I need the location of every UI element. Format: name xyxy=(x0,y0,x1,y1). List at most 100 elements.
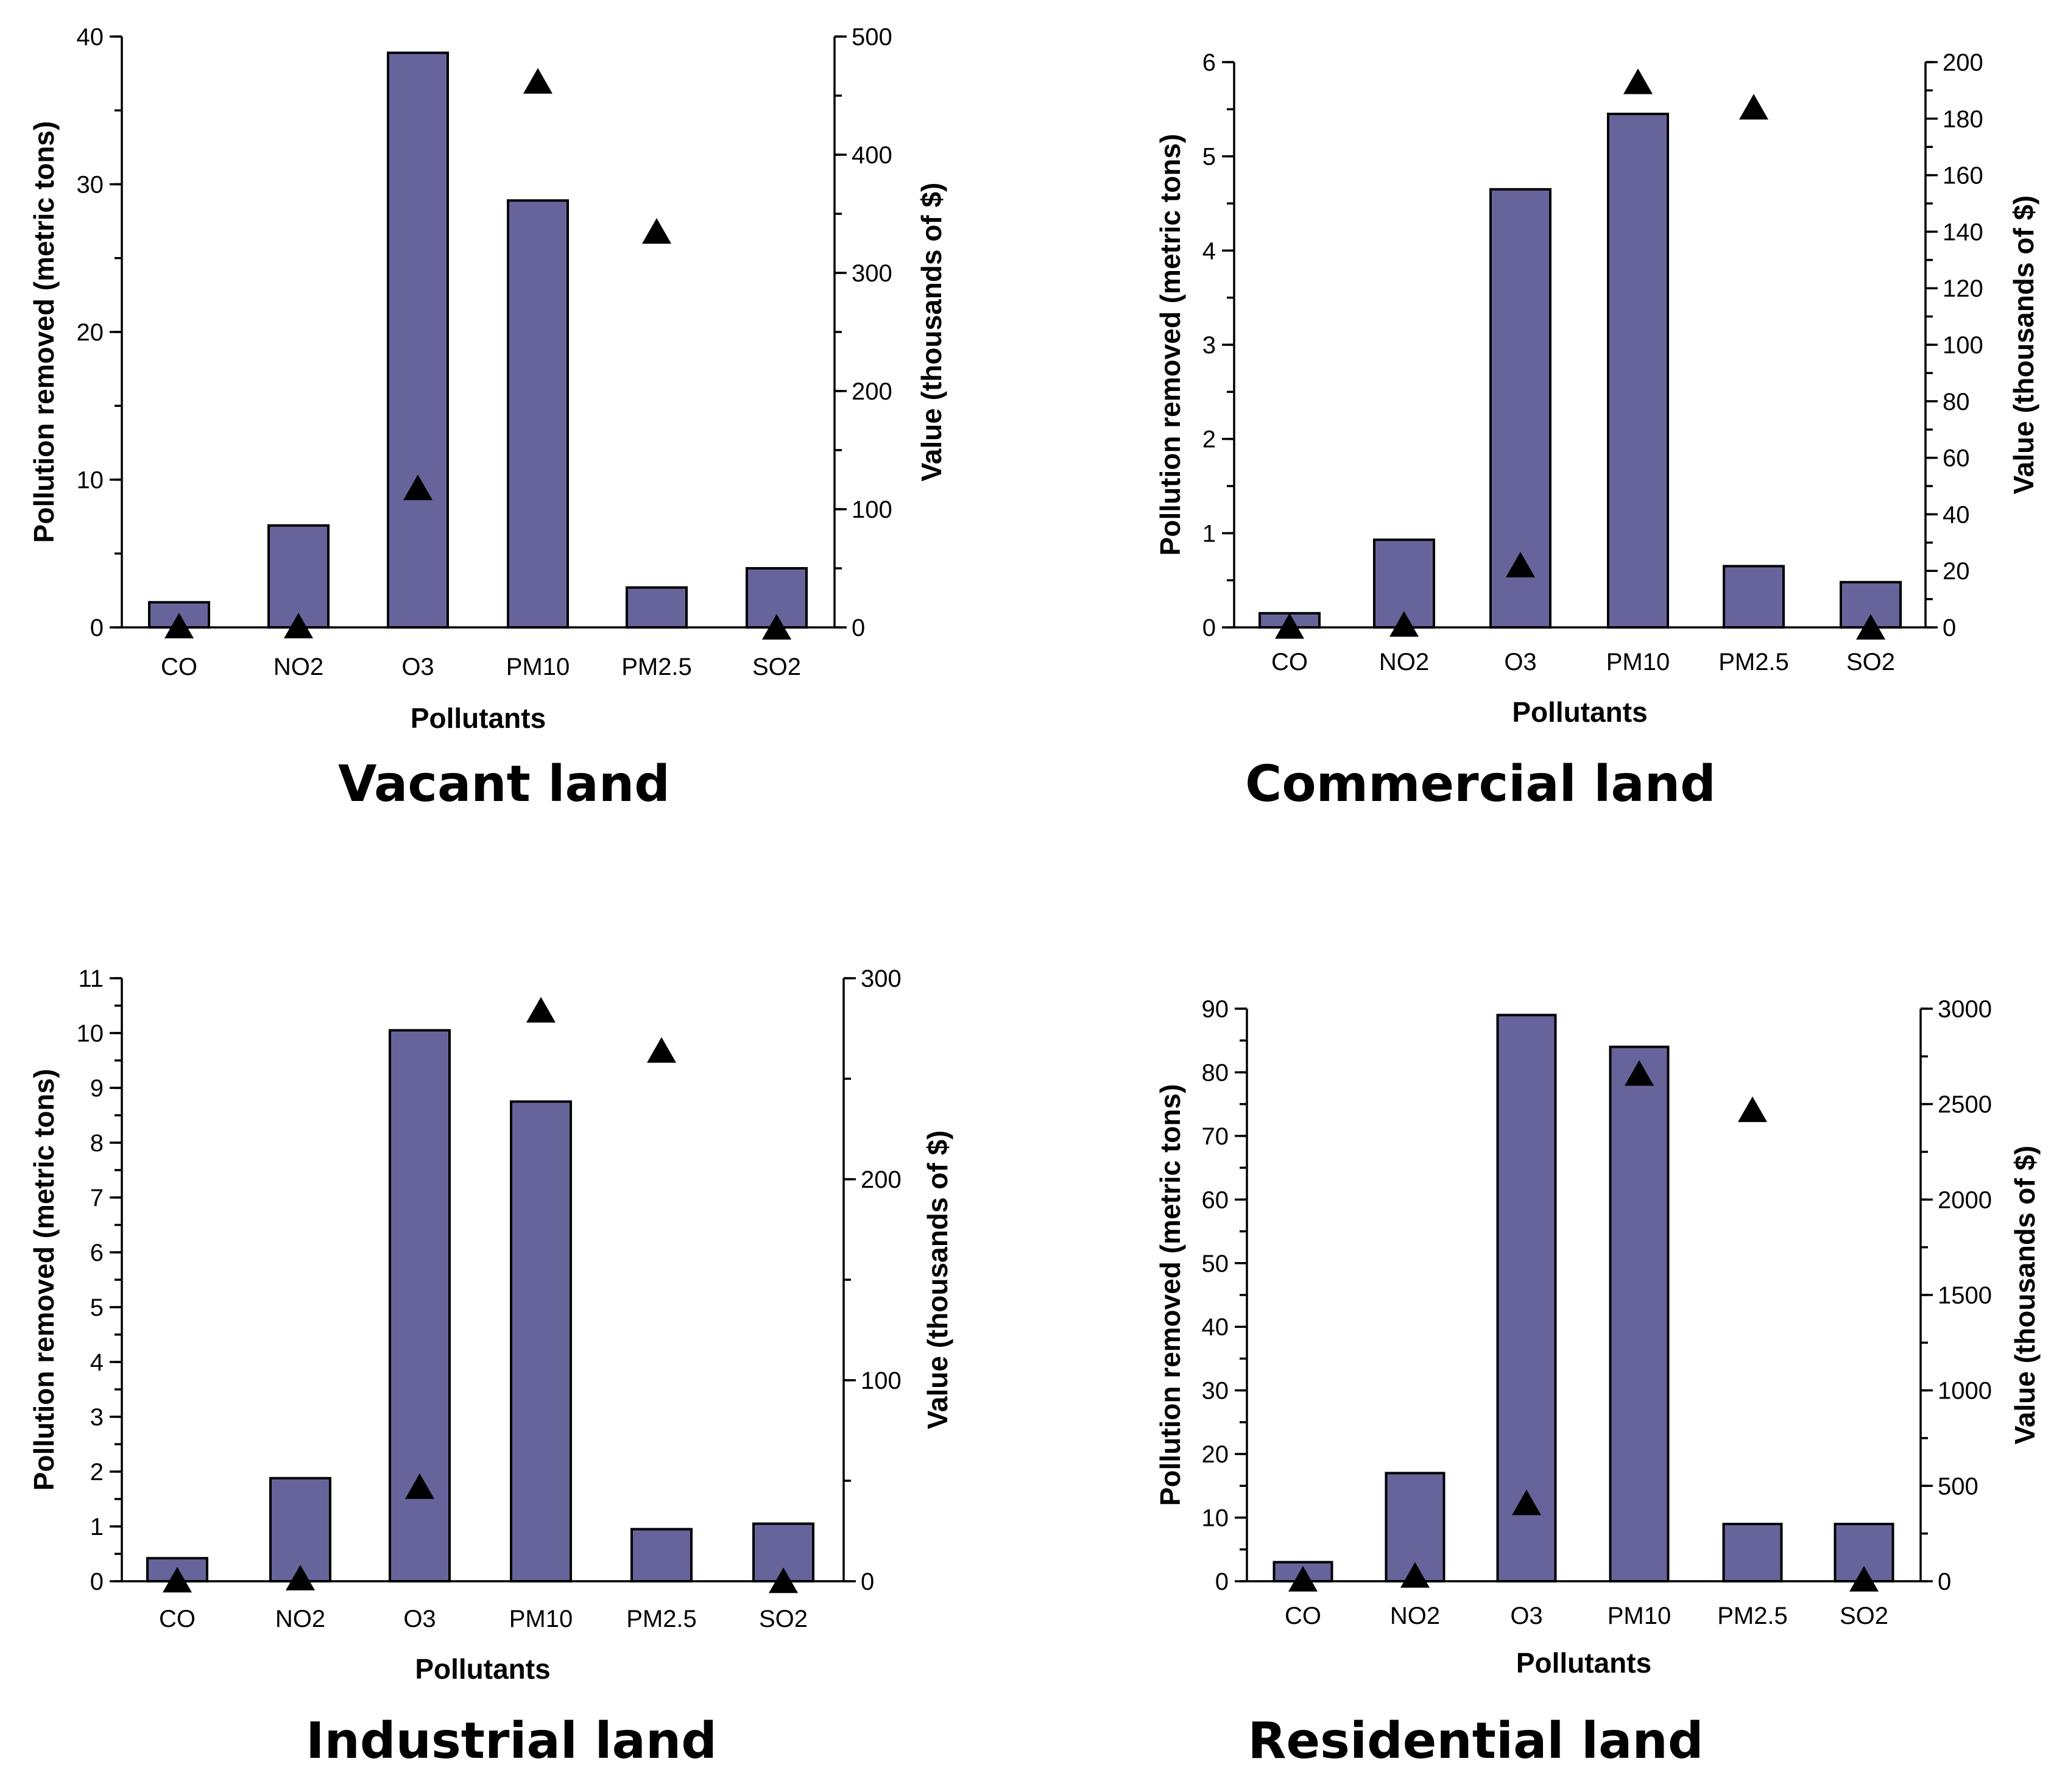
y-tick-label: 70 xyxy=(1202,1123,1229,1150)
y2-tick-label: 180 xyxy=(1943,106,1983,133)
value-marker-o3 xyxy=(405,1473,434,1499)
x-tick-label: PM10 xyxy=(1606,649,1670,676)
chart-panel-commercial-land: 0 1 2 3 4 5 6 0 20 40 60 80 100 120 140 160 180 200 CO NO2 O… xyxy=(1032,0,2065,896)
y2-tick-label: 300 xyxy=(861,965,902,992)
y2-axis-title: Value (thousands of $) xyxy=(922,1131,953,1430)
x-tick-label: CO xyxy=(161,654,197,680)
y2-tick-label: 160 xyxy=(1943,163,1983,189)
y-tick-label: 2 xyxy=(90,1459,104,1486)
y-tick-label: 20 xyxy=(77,319,104,346)
y2-tick-label: 2000 xyxy=(1938,1187,1992,1213)
x-tick-label: CO xyxy=(1285,1603,1321,1629)
y2-tick-label: 20 xyxy=(1943,558,1970,585)
y-axis-title: Pollution removed (metric tons) xyxy=(1154,1084,1186,1506)
x-tick-label: O3 xyxy=(1504,649,1536,676)
value-marker-o3 xyxy=(1506,551,1535,577)
y2-tick-label: 2500 xyxy=(1938,1092,1992,1118)
x-axis-title: Pollutants xyxy=(1512,696,1647,728)
value-marker-no2 xyxy=(284,613,313,639)
y2-tick-label: 500 xyxy=(852,24,892,51)
chart-industrial-land: 0 1 2 3 4 5 6 7 8 9 10 11 0 100 200 300 CO NO2 O3 PM10 PM2.5… xyxy=(28,965,953,1685)
y2-tick-label: 500 xyxy=(1938,1473,1979,1500)
y-tick-label: 0 xyxy=(1202,615,1216,641)
x-tick-label: NO2 xyxy=(1379,649,1429,676)
y-tick-label: 30 xyxy=(1202,1378,1229,1405)
y2-tick-label: 120 xyxy=(1943,275,1983,302)
y2-tick-label: 80 xyxy=(1943,389,1970,415)
x-tick-label: PM2.5 xyxy=(626,1606,697,1632)
value-marker-so2 xyxy=(762,614,791,640)
y-tick-label: 0 xyxy=(90,1568,104,1595)
x-tick-label: PM2.5 xyxy=(621,654,692,680)
value-marker-co xyxy=(1288,1565,1318,1592)
x-tick-label: SO2 xyxy=(752,654,801,680)
x-tick-label: PM10 xyxy=(506,654,570,680)
y-tick-label: 6 xyxy=(90,1240,104,1266)
chart-panel-residential-land: 0 10 20 30 40 50 60 70 80 90 0 500 1000 1500 2000 2500 3… xyxy=(1032,896,2065,1792)
x-tick-label: PM10 xyxy=(1608,1603,1671,1629)
bar-pm25 xyxy=(1723,565,1785,629)
chart-title: Vacant land xyxy=(338,755,670,813)
value-marker-pm25 xyxy=(642,218,671,244)
y2-axis-title: Value (thousands of $) xyxy=(2008,196,2039,495)
y-tick-label: 60 xyxy=(1202,1187,1229,1213)
y-tick-label: 9 xyxy=(90,1075,104,1102)
x-tick-label: O3 xyxy=(403,1606,436,1632)
chart-panel-vacant-land: 0 10 20 30 40 0 100 200 300 400 500 CO NO2 O3 PM10 PM2.… xyxy=(0,0,1032,896)
x-tick-label: PM10 xyxy=(509,1606,573,1632)
chart-panel-industrial-land: 0 1 2 3 4 5 6 7 8 9 10 11 0 100 200 300 CO NO2 O3 PM10 PM2.5… xyxy=(0,896,1032,1792)
value-marker-o3 xyxy=(1512,1489,1541,1515)
y-tick-label: 50 xyxy=(1202,1251,1229,1277)
x-axis-title: Pollutants xyxy=(411,702,546,734)
y-tick-label: 6 xyxy=(1202,49,1216,76)
bar-pm10 xyxy=(507,199,569,629)
bar-pm25 xyxy=(630,1528,693,1582)
value-marker-pm10 xyxy=(523,68,552,94)
x-axis-title: Pollutants xyxy=(1516,1647,1651,1679)
bar-o3 xyxy=(1496,1014,1557,1582)
y2-tick-label: 100 xyxy=(852,496,892,523)
y-tick-label: 10 xyxy=(77,467,104,494)
bar-pm10 xyxy=(1607,113,1669,629)
x-tick-label: SO2 xyxy=(759,1606,808,1632)
x-tick-label: NO2 xyxy=(1390,1603,1440,1629)
y2-tick-label: 200 xyxy=(861,1166,902,1193)
y-axis-title: Pollution removed (metric tons) xyxy=(28,1069,60,1491)
y2-tick-label: 0 xyxy=(1943,615,1956,641)
y-tick-label: 40 xyxy=(1202,1314,1229,1341)
y-tick-label: 3 xyxy=(1202,332,1216,359)
y-tick-label: 10 xyxy=(77,1020,104,1047)
y-tick-label: 40 xyxy=(77,24,104,51)
y-tick-label: 4 xyxy=(90,1349,104,1376)
x-tick-label: PM2.5 xyxy=(1718,649,1789,676)
x-tick-label: SO2 xyxy=(1846,649,1895,676)
y2-tick-label: 0 xyxy=(1938,1568,1951,1595)
y-tick-label: 80 xyxy=(1202,1059,1229,1086)
chart-title: Industrial land xyxy=(305,1712,718,1770)
value-marker-so2 xyxy=(1849,1565,1879,1592)
y-tick-label: 3 xyxy=(90,1404,104,1431)
y2-axis-title: Value (thousands of $) xyxy=(2009,1146,2041,1445)
value-marker-no2 xyxy=(286,1565,315,1591)
y2-tick-label: 1500 xyxy=(1938,1282,1992,1309)
value-marker-pm25 xyxy=(647,1037,676,1063)
y-tick-label: 20 xyxy=(1202,1441,1229,1468)
y2-tick-label: 140 xyxy=(1943,219,1983,245)
value-marker-so2 xyxy=(1856,614,1885,640)
value-marker-so2 xyxy=(769,1567,798,1593)
y-tick-label: 0 xyxy=(1215,1568,1229,1595)
y-axis-title: Pollution removed (metric tons) xyxy=(1154,134,1186,556)
value-marker-no2 xyxy=(1389,611,1419,637)
bar-pm10 xyxy=(1609,1045,1670,1582)
value-marker-pm10 xyxy=(1625,1060,1654,1086)
y-tick-label: 30 xyxy=(77,172,104,199)
bar-pm10 xyxy=(510,1100,572,1582)
y2-axis-title: Value (thousands of $) xyxy=(916,183,947,482)
bar-pm25 xyxy=(626,586,688,629)
y-tick-label: 10 xyxy=(1202,1505,1229,1532)
y2-tick-label: 100 xyxy=(1943,332,1983,359)
bar-no2 xyxy=(267,524,330,629)
x-tick-label: CO xyxy=(1271,649,1308,676)
